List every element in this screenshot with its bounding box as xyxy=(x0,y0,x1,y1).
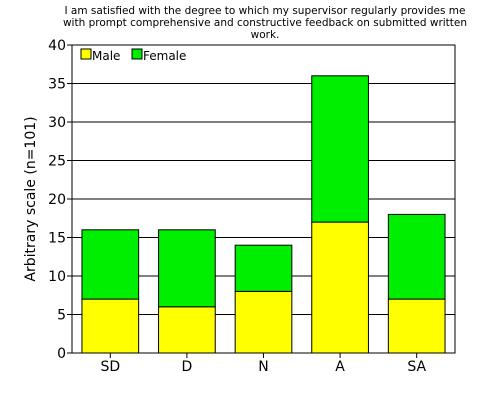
bar-female-sa xyxy=(387,213,446,300)
legend-label-male: Male xyxy=(92,49,120,63)
y-tick-label: 40 xyxy=(48,38,66,54)
y-tick-label: 5 xyxy=(57,308,66,324)
y-tick-label: 30 xyxy=(48,115,66,131)
title-line-1: I am satisfied with the degree to which … xyxy=(65,5,466,17)
x-tick-label: N xyxy=(258,359,268,375)
title-line-2: with prompt comprehensive and constructi… xyxy=(63,17,467,29)
bars xyxy=(81,75,446,354)
y-tick-label: 10 xyxy=(48,269,66,285)
bar-male-d xyxy=(158,306,216,354)
y-axis-label: Arbitrary scale (n=101) xyxy=(23,116,39,281)
bar-male-sd xyxy=(81,298,140,354)
bar-male-a xyxy=(311,221,369,354)
x-tick-label: A xyxy=(335,359,345,375)
chart-title: I am satisfied with the degree to which … xyxy=(63,5,467,41)
y-axis-ticks: 0 5 10 15 20 25 30 35 40 xyxy=(48,38,72,362)
y-tick-label: 35 xyxy=(48,77,66,93)
bar-male-sa xyxy=(387,298,446,354)
y-tick-label: 20 xyxy=(48,192,66,208)
legend-swatch-female xyxy=(131,48,143,60)
bar-female-a xyxy=(311,75,369,223)
bar-female-sd xyxy=(81,229,140,300)
x-axis-ticks: SD D N A SA xyxy=(100,353,426,375)
legend-swatch-male xyxy=(80,48,92,60)
legend: Male Female xyxy=(80,48,186,63)
y-tick-label: 25 xyxy=(48,154,66,170)
x-tick-label: D xyxy=(182,359,193,375)
x-tick-label: SD xyxy=(100,359,120,375)
legend-label-female: Female xyxy=(143,49,186,63)
title-line-3: work. xyxy=(251,29,280,41)
x-tick-label: SA xyxy=(407,359,426,375)
y-tick-label: 15 xyxy=(48,231,66,247)
y-tick-label: 0 xyxy=(57,346,66,362)
bar-male-n xyxy=(234,290,293,354)
bar-female-n xyxy=(234,244,293,292)
bar-female-d xyxy=(158,229,216,308)
